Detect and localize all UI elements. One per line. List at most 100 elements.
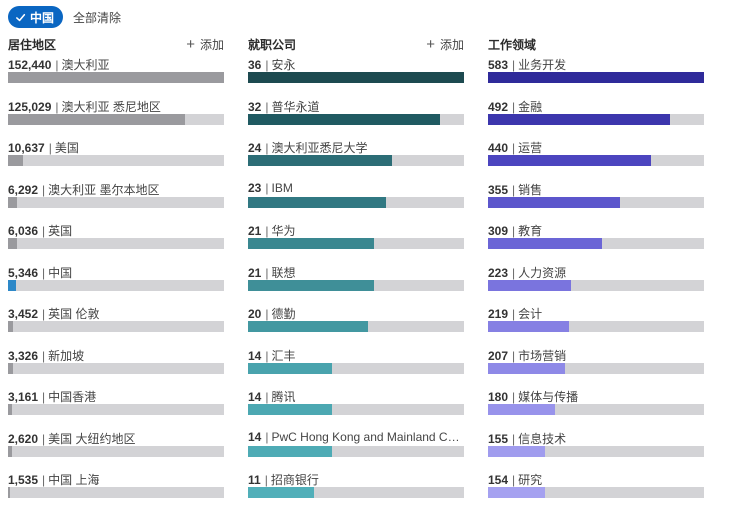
item-label: 美国: [54, 141, 79, 155]
separator: |: [512, 265, 516, 280]
separator: |: [265, 224, 269, 238]
item-label: 金融: [518, 99, 543, 114]
item-label: 人力资源: [518, 265, 567, 280]
list-item[interactable]: 3,452 | 英国 伦敦: [8, 305, 224, 347]
item-label: 安永: [271, 58, 296, 72]
column-header: 就职公司 + 添加: [248, 34, 464, 56]
separator: |: [42, 182, 46, 197]
list-item[interactable]: 440 | 运营: [488, 139, 704, 181]
bar-track: [8, 321, 224, 332]
item-text: 3,326 | 新加坡: [8, 347, 224, 364]
bar-track: [248, 196, 464, 208]
list-item[interactable]: 23 | IBM: [248, 181, 464, 223]
list-item[interactable]: 6,292 | 澳大利亚 墨尔本地区: [8, 181, 224, 223]
location-column: 居住地区 + 添加 152,440 | 澳大利亚 125,029 | 澳大利亚 悉尼地区 1…: [8, 34, 224, 513]
check-icon: [15, 12, 26, 23]
list-item[interactable]: 6,036 | 英国: [8, 222, 224, 264]
list-item[interactable]: 10,637 | 美国: [8, 139, 224, 181]
item-count: 219: [488, 307, 509, 321]
item-count: 14: [248, 429, 262, 444]
bar-track: [488, 487, 704, 498]
list-item[interactable]: 180 | 媒体与传播: [488, 388, 704, 430]
separator: |: [42, 348, 46, 363]
item-label: 普华永道: [271, 99, 320, 114]
list-item[interactable]: 492 | 金融: [488, 98, 704, 140]
bar-track: [8, 445, 224, 457]
list-item[interactable]: 21 | 华为: [248, 222, 464, 264]
bar-fill: [8, 321, 13, 332]
list-item[interactable]: 1,535 | 中国 上海: [8, 471, 224, 513]
item-count: 14: [248, 390, 262, 404]
item-text: 309 | 教育: [488, 222, 704, 239]
item-count: 11: [248, 473, 261, 487]
list-item[interactable]: 14 | 腾讯: [248, 388, 464, 430]
bar-track: [8, 196, 224, 208]
item-text: 219 | 会计: [488, 305, 704, 322]
separator: |: [48, 141, 52, 155]
list-item[interactable]: 3,161 | 中国香港: [8, 388, 224, 430]
item-text: 492 | 金融: [488, 98, 704, 115]
separator: |: [265, 307, 269, 321]
add-company-button[interactable]: + 添加: [426, 36, 464, 53]
list-item[interactable]: 11 | 招商银行: [248, 471, 464, 513]
item-text: 152,440 | 澳大利亚: [8, 56, 224, 73]
item-count: 152,440: [8, 58, 52, 72]
item-label: 会计: [518, 307, 543, 321]
separator: |: [55, 58, 59, 72]
item-count: 21: [248, 265, 262, 280]
list-item[interactable]: 21 | 联想: [248, 264, 464, 306]
item-text: 11 | 招商银行: [248, 471, 464, 488]
list-item[interactable]: 583 | 业务开发: [488, 56, 704, 98]
list-item[interactable]: 14 | PwC Hong Kong and Mainland China: [248, 430, 464, 472]
item-text: 24 | 澳大利亚悉尼大学: [248, 139, 464, 156]
bar-fill: [248, 321, 368, 332]
add-location-button[interactable]: + 添加: [186, 36, 224, 53]
list-item[interactable]: 32 | 普华永道: [248, 98, 464, 140]
item-count: 2,620: [8, 431, 39, 446]
item-text: 36 | 安永: [248, 56, 464, 73]
list-item[interactable]: 36 | 安永: [248, 56, 464, 98]
list-item[interactable]: 355 | 销售: [488, 181, 704, 223]
list-item[interactable]: 154 | 研究: [488, 471, 704, 513]
list-item[interactable]: 152,440 | 澳大利亚: [8, 56, 224, 98]
clear-all-button[interactable]: 全部清除: [73, 10, 122, 25]
bar-fill: [8, 404, 13, 415]
item-text: 21 | 联想: [248, 264, 464, 281]
list-item[interactable]: 309 | 教育: [488, 222, 704, 264]
list-item[interactable]: 14 | 汇丰: [248, 347, 464, 389]
item-text: 3,452 | 英国 伦敦: [8, 305, 224, 322]
item-text: 10,637 | 美国: [8, 139, 224, 156]
job-function-column: 工作领域 583 | 业务开发 492 | 金融 440 | 运营 355 | 销售 309 | 教育 223…: [488, 34, 704, 513]
bar-track: [248, 404, 464, 415]
item-label: 教育: [518, 224, 543, 238]
bar-fill: [8, 196, 17, 208]
item-count: 32: [248, 99, 262, 114]
bar-fill: [488, 487, 546, 498]
filter-bar: 中国 全部清除: [8, 6, 121, 28]
item-label: 英国: [48, 224, 73, 238]
list-item[interactable]: 2,620 | 美国 大纽约地区: [8, 430, 224, 472]
list-item[interactable]: 125,029 | 澳大利亚 悉尼地区: [8, 98, 224, 140]
list-item[interactable]: 3,326 | 新加坡: [8, 347, 224, 389]
item-count: 3,161: [8, 390, 39, 404]
list-item[interactable]: 219 | 会计: [488, 305, 704, 347]
column-header: 工作领域: [488, 34, 704, 56]
separator: |: [512, 348, 516, 363]
bar-fill: [248, 196, 386, 208]
item-count: 3,452: [8, 307, 39, 321]
list-item[interactable]: 155 | 信息技术: [488, 430, 704, 472]
separator: |: [512, 182, 516, 197]
active-filter-chip[interactable]: 中国: [8, 6, 64, 28]
list-item[interactable]: 20 | 德勤: [248, 305, 464, 347]
list-item[interactable]: 207 | 市场营销: [488, 347, 704, 389]
list-item[interactable]: 24 | 澳大利亚悉尼大学: [248, 139, 464, 181]
item-text: 6,036 | 英国: [8, 222, 224, 239]
item-label: 媒体与传播: [518, 390, 579, 404]
list-item[interactable]: 223 | 人力资源: [488, 264, 704, 306]
item-count: 6,036: [8, 224, 39, 238]
item-text: 21 | 华为: [248, 222, 464, 239]
item-label: 中国: [48, 265, 73, 280]
list-item[interactable]: 5,346 | 中国: [8, 264, 224, 306]
bar-track: [248, 72, 464, 83]
bar-fill: [248, 155, 392, 166]
